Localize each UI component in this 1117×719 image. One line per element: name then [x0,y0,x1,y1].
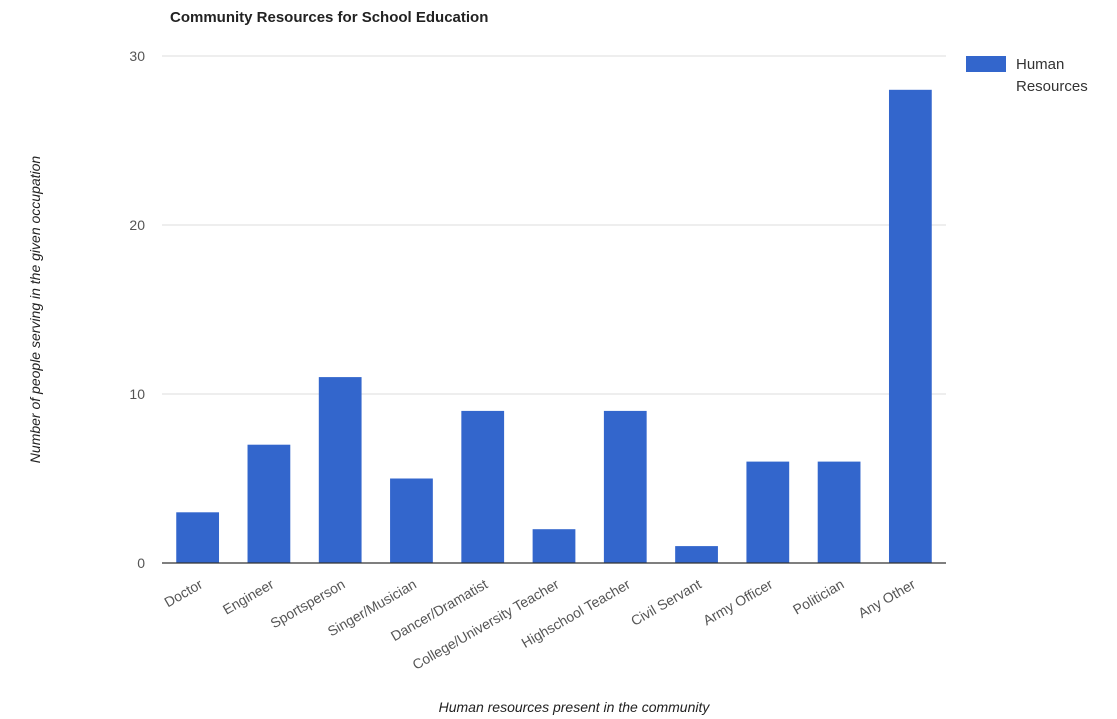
gridlines [162,55,946,395]
bar [746,461,790,563]
y-axis-label: Number of people serving in the given oc… [27,156,43,464]
bar [675,546,718,563]
bars [176,89,932,564]
x-axis-ticks: Doctor EngineerSportspersonSinger/Musicia… [161,576,918,673]
x-tick-label: Engineer [220,576,277,618]
bar [532,529,576,563]
bar [603,410,647,563]
bar [817,461,861,563]
x-tick-label: Any Other [855,576,918,622]
bar [888,89,932,564]
y-tick-label: 30 [129,48,145,64]
y-tick-label: 10 [129,386,145,402]
legend: Human Resources [966,56,1088,95]
x-tick-label: Civil Servant [628,576,704,629]
y-tick-label: 0 [137,555,145,571]
bar [176,512,220,563]
x-tick-label: Army Officer [700,576,775,629]
x-tick-label: Doctor [161,576,205,611]
legend-label: Human Resources [1016,56,1088,95]
bar [318,377,362,563]
bar [247,444,291,563]
x-axis-label: Human resources present in the community [439,699,711,715]
chart-title: Community Resources for School Education [170,9,488,26]
x-tick-label: Politician [790,576,847,618]
bar [461,410,505,563]
y-axis-ticks: 0 10 20 30 [129,48,145,571]
y-tick-label: 20 [129,217,145,233]
bar [390,478,433,563]
legend-swatch [966,56,1006,72]
